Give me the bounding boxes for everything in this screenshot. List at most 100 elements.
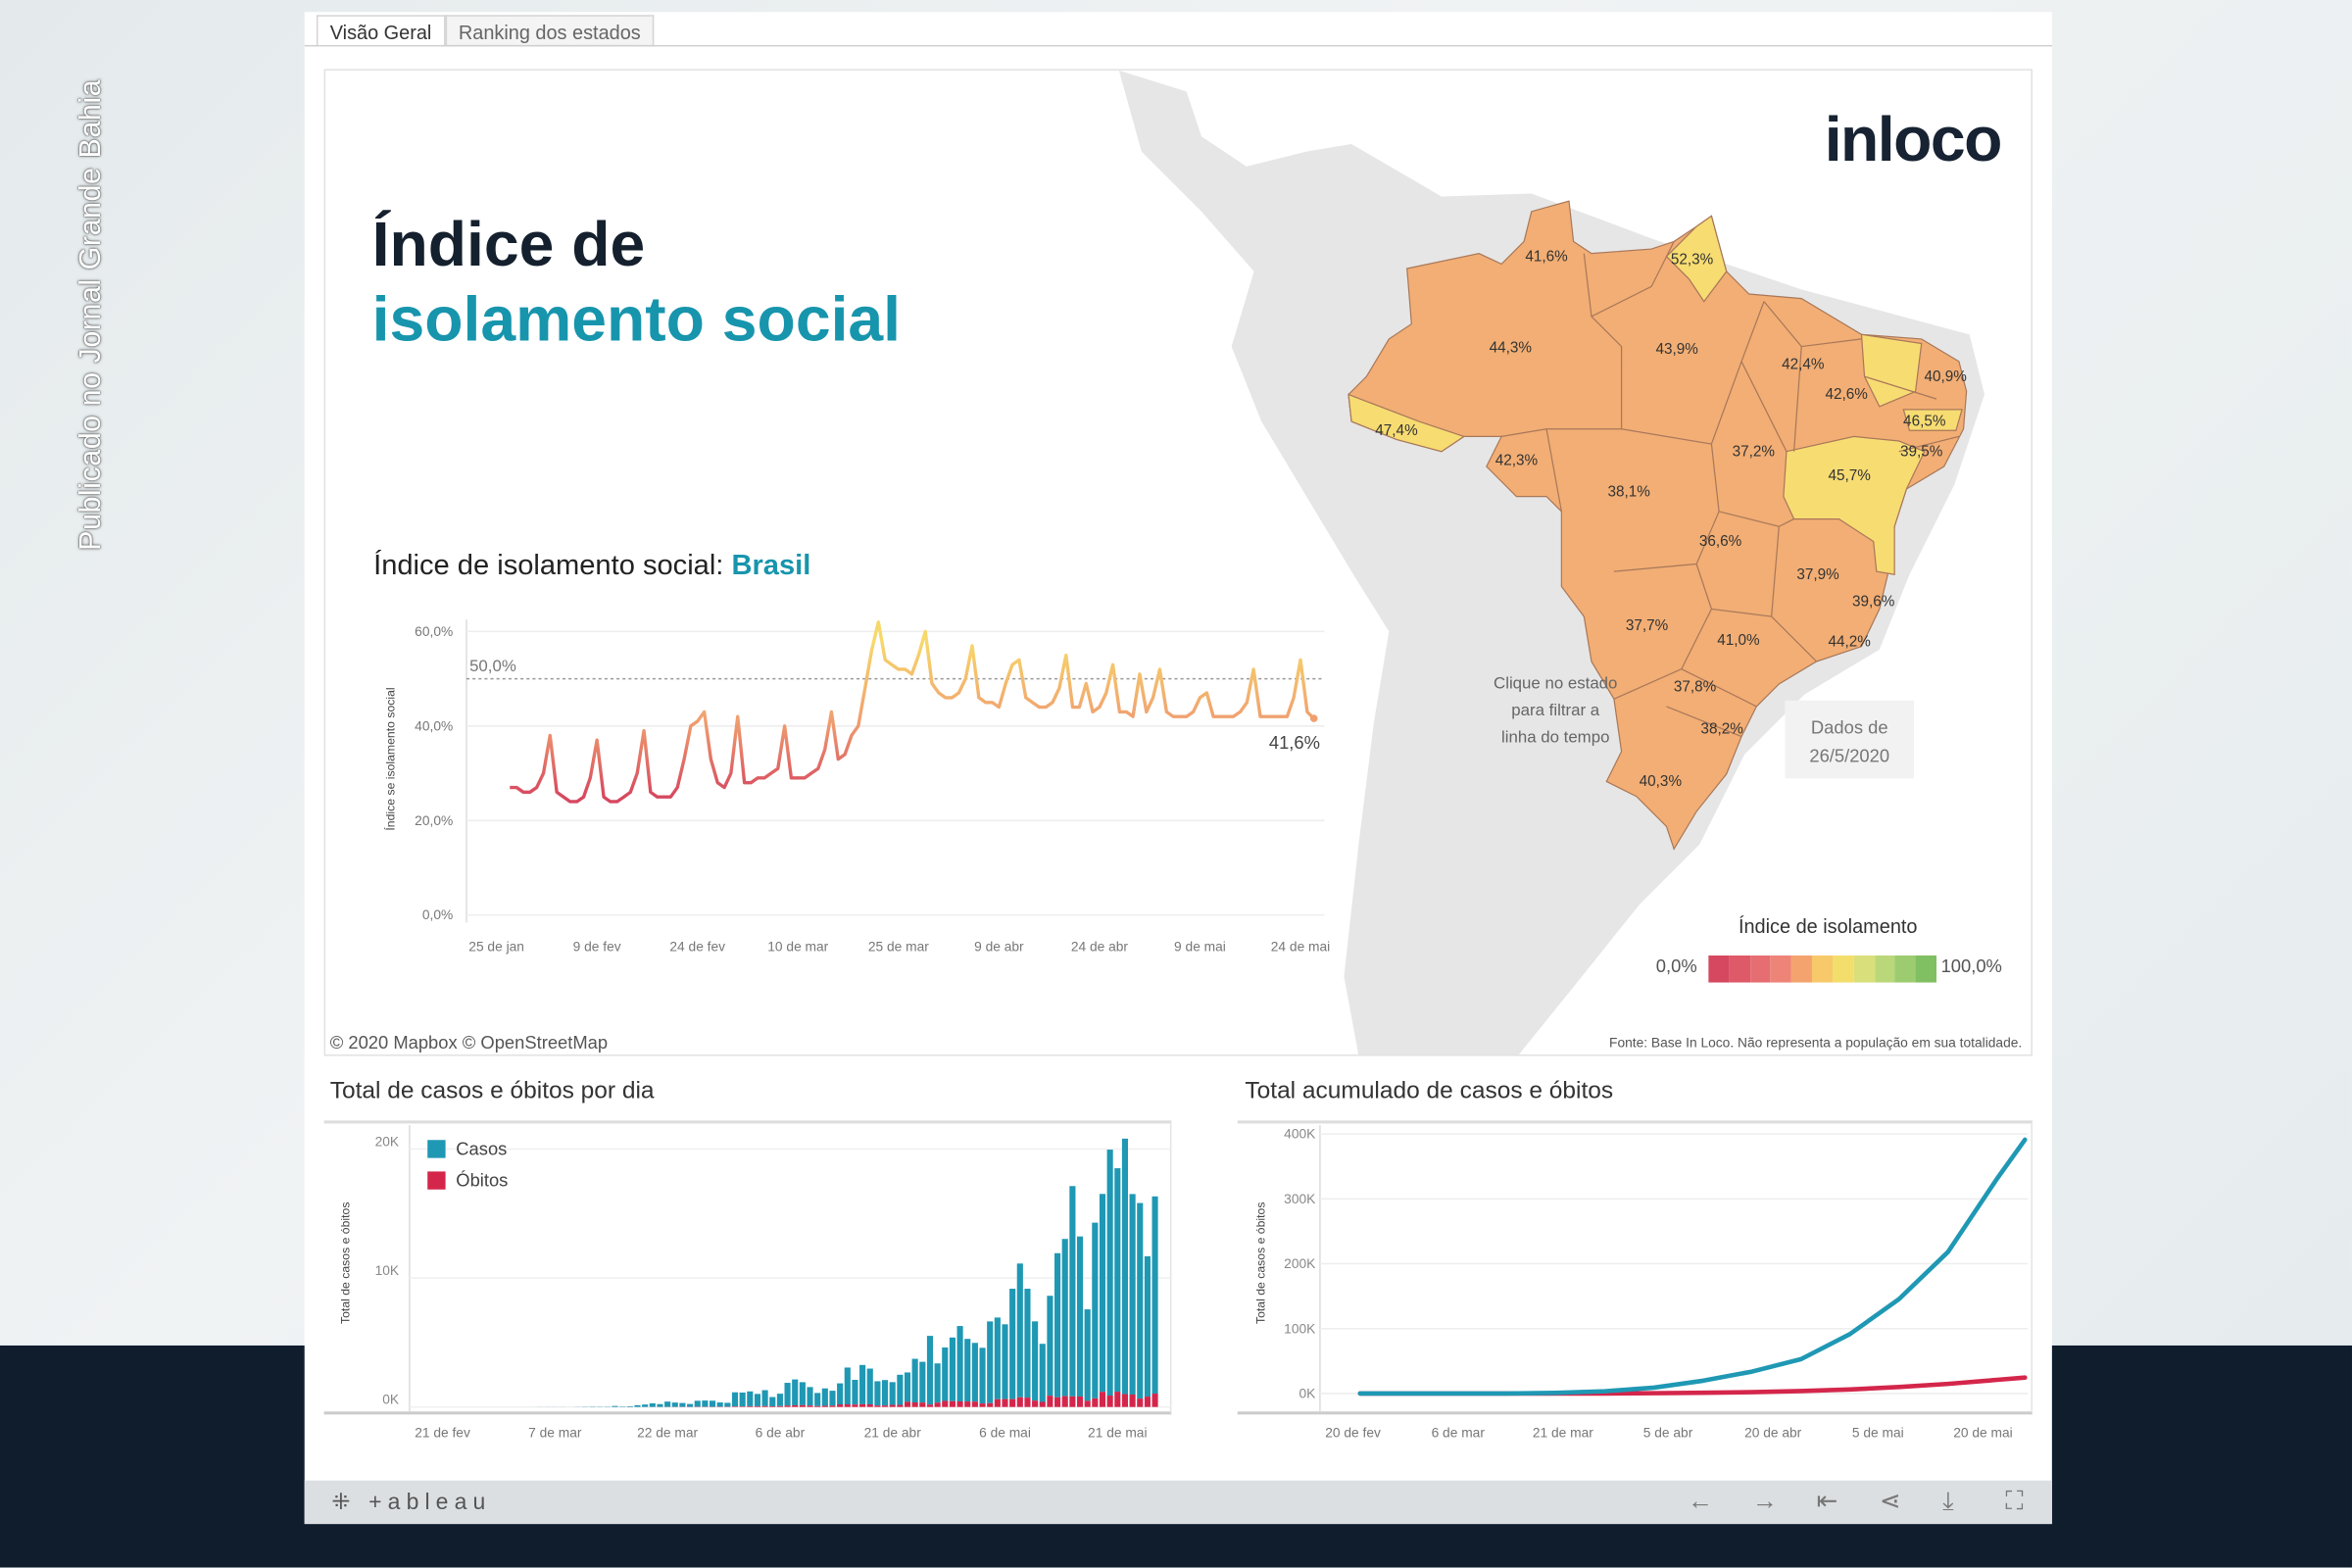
map[interactable]: 41,6% 52,3% 44,3% 43,9% 42,4% 40,9% 42,6% 46,5%…: [325, 70, 2033, 1056]
bar-casos: [829, 1391, 836, 1406]
y-tick-label: 0K: [1298, 1387, 1316, 1401]
tab-ranking-estados[interactable]: Ranking dos estados: [445, 15, 655, 47]
bar-obitos: [919, 1402, 926, 1407]
bar-obitos: [1039, 1401, 1046, 1407]
state-value-label: 45,7%: [1829, 467, 1872, 484]
bar-obitos: [754, 1405, 761, 1407]
brazil-outline[interactable]: [1348, 200, 1968, 851]
bar-obitos: [792, 1404, 799, 1407]
bar-obitos: [814, 1405, 821, 1407]
bar-casos: [956, 1326, 963, 1401]
legend-swatch: [1812, 955, 1834, 983]
bar-casos: [1099, 1194, 1106, 1393]
bar-obitos: [1092, 1397, 1099, 1407]
bar-casos: [994, 1317, 1001, 1399]
bar-casos: [687, 1403, 694, 1407]
bar-casos: [649, 1402, 656, 1407]
bottom-charts[interactable]: 0K 10K 20K Total de casos e óbitos 21 de fev…: [305, 12, 2052, 1480]
state-value-label: 40,3%: [1640, 773, 1683, 790]
y-tick-label: 100K: [1284, 1321, 1316, 1336]
state-ac[interactable]: [1348, 393, 1466, 453]
redo-icon[interactable]: →: [1751, 1486, 1778, 1515]
bar-obitos: [942, 1400, 949, 1407]
legend-swatch: [1894, 955, 1916, 983]
state-value-label: 40,9%: [1925, 368, 1968, 385]
bar-casos: [776, 1394, 783, 1406]
bar-obitos: [994, 1398, 1001, 1407]
tab-visao-geral[interactable]: Visão Geral: [316, 15, 446, 47]
bar-casos: [1137, 1202, 1144, 1399]
isolation-line-chart[interactable]: 0,0% 20,0% 40,0% 60,0% 50,0% Índice se isolam…: [325, 71, 2033, 1056]
bar-casos: [904, 1372, 911, 1402]
bar-obitos: [1099, 1392, 1106, 1407]
bar-casos: [949, 1337, 956, 1401]
state-value-label: 39,5%: [1900, 443, 1943, 460]
tableau-dashboard: Visão Geral Ranking dos estados 41,6% 52,…: [304, 12, 2052, 1525]
legend-title: Índice de isolamento: [1738, 914, 1918, 938]
bar-casos: [971, 1343, 978, 1402]
bar-casos: [626, 1405, 633, 1407]
bar-obitos: [964, 1401, 971, 1407]
legend-swatch: [1874, 955, 1895, 983]
date-box-value: 26/5/2020: [1809, 745, 1890, 767]
bar-obitos: [799, 1404, 806, 1407]
page-title-line2: isolamento social: [371, 283, 902, 355]
state-value-label: 52,3%: [1671, 251, 1714, 268]
bar-casos: [1092, 1222, 1099, 1398]
bar-obitos: [761, 1405, 768, 1407]
bar-obitos: [911, 1402, 918, 1407]
bar-casos: [657, 1403, 663, 1407]
bar-casos: [694, 1400, 701, 1407]
x-tick-label: 7 de mar: [528, 1425, 582, 1440]
x-tick-label: 24 de fev: [669, 939, 725, 954]
bar-casos: [731, 1392, 739, 1407]
bar-obitos: [807, 1405, 813, 1407]
bar-casos: [1054, 1252, 1061, 1397]
tableau-logo[interactable]: ⁜ +ableau: [331, 1488, 491, 1515]
bar-obitos: [987, 1402, 994, 1407]
map-attribution[interactable]: © 2020 Mapbox © OpenStreetMap: [329, 1032, 609, 1054]
bar-obitos: [739, 1406, 746, 1407]
bar-obitos: [837, 1404, 844, 1407]
line-chart-title-prefix: Índice de isolamento social:: [373, 550, 732, 582]
state-ap[interactable]: [1665, 215, 1728, 303]
bar-obitos: [844, 1404, 851, 1407]
data-date-box: Dados de 26/5/2020: [1785, 700, 1915, 779]
bar-casos: [799, 1382, 806, 1405]
bar-casos: [911, 1358, 918, 1403]
state-pb[interactable]: [1902, 409, 1963, 431]
bar-casos: [919, 1361, 926, 1403]
bar-obitos: [1076, 1396, 1084, 1407]
bar-obitos: [971, 1401, 978, 1407]
bar-obitos: [821, 1405, 828, 1407]
isolation-series-line: [510, 620, 1315, 804]
fullscreen-icon[interactable]: ⛶: [2005, 1486, 2024, 1515]
legend-swatch: [1749, 955, 1771, 983]
bar-casos: [1076, 1236, 1084, 1396]
bar-casos: [1016, 1263, 1023, 1397]
x-tick-label: 25 de jan: [468, 939, 524, 954]
legend-swatch-casos: [427, 1140, 446, 1158]
state-value-label: 37,2%: [1733, 443, 1776, 460]
state-value-label: 41,0%: [1717, 632, 1760, 649]
x-tick-label: 20 de abr: [1744, 1425, 1802, 1440]
cumulative-chart-title: Total acumulado de casos e óbitos: [1245, 1078, 1614, 1104]
line-chart-title: Índice de isolamento social: Brasil: [373, 551, 810, 584]
bar-casos: [1009, 1289, 1016, 1399]
legend-max: 100,0%: [1940, 955, 2002, 977]
bar-obitos: [956, 1400, 963, 1407]
bar-casos: [679, 1402, 686, 1407]
state-value-label: 44,2%: [1829, 634, 1872, 651]
undo-icon[interactable]: ←: [1687, 1486, 1713, 1515]
last-value-label: 41,6%: [1269, 732, 1320, 753]
revert-icon[interactable]: ⇤: [1816, 1486, 1838, 1515]
download-icon[interactable]: ⤓: [1942, 1486, 1954, 1515]
y-tick-label: 60,0%: [415, 624, 453, 639]
share-icon[interactable]: ⋖: [1879, 1486, 1901, 1515]
bar-casos: [979, 1348, 986, 1404]
y-tick-label: 0K: [382, 1393, 400, 1407]
tab-divider: [304, 44, 2052, 47]
state-ce[interactable]: [1860, 333, 1923, 408]
bar-casos: [859, 1364, 866, 1404]
bar-obitos: [1129, 1395, 1136, 1407]
